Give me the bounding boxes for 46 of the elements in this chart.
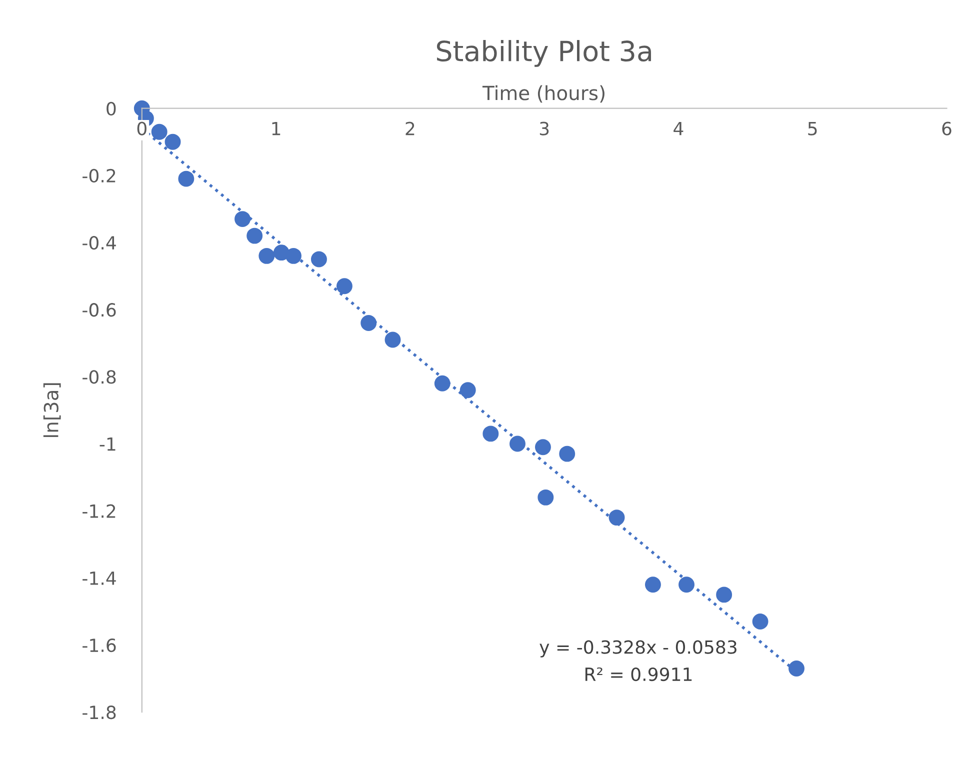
point bbox=[510, 436, 526, 452]
y-tick-label: -1.2 bbox=[82, 504, 116, 518]
point bbox=[246, 228, 263, 244]
point bbox=[164, 134, 181, 150]
point bbox=[788, 660, 804, 676]
point bbox=[384, 332, 401, 348]
point bbox=[151, 124, 168, 140]
point bbox=[752, 614, 768, 630]
y-axis-title: ln[3a] bbox=[43, 383, 61, 437]
y-tick-label: -0.4 bbox=[82, 236, 116, 250]
chart-title: Stability Plot 3a bbox=[436, 40, 651, 67]
y-tick-label: -0.2 bbox=[82, 168, 116, 183]
point bbox=[538, 489, 554, 506]
y-tick-label: -1.6 bbox=[82, 638, 116, 652]
y-tick-label: -0.6 bbox=[82, 303, 116, 317]
x-tick-label: 6 bbox=[942, 122, 952, 136]
x-tick-label: 5 bbox=[808, 122, 817, 136]
point bbox=[434, 375, 450, 392]
x-tick-label: 3 bbox=[540, 122, 549, 136]
x-tick-label: 1 bbox=[272, 122, 280, 136]
x-tick-label: 4 bbox=[674, 122, 684, 136]
point bbox=[644, 576, 661, 593]
point bbox=[716, 586, 732, 603]
point bbox=[460, 382, 476, 398]
annotation: R² = 0.9911 bbox=[585, 667, 692, 682]
point bbox=[678, 576, 694, 593]
point bbox=[310, 251, 327, 268]
x-tick-label: 2 bbox=[406, 122, 414, 136]
point bbox=[286, 248, 302, 264]
x-tick-label: 0 bbox=[137, 122, 146, 136]
point bbox=[608, 510, 625, 526]
x-axis-title: Time (hours) bbox=[482, 85, 604, 103]
point bbox=[336, 278, 352, 294]
point bbox=[234, 211, 250, 228]
point bbox=[258, 248, 275, 264]
annotation: y = -0.3328x - 0.0583 bbox=[540, 640, 736, 658]
y-tick-label: -1.8 bbox=[82, 706, 116, 720]
point bbox=[535, 439, 551, 456]
point bbox=[559, 446, 576, 462]
point bbox=[482, 426, 499, 442]
y-tick-label: -1 bbox=[100, 437, 116, 451]
point bbox=[360, 315, 377, 331]
point bbox=[178, 170, 194, 187]
y-tick-label: -1.4 bbox=[82, 572, 116, 585]
y-tick-label: -0.8 bbox=[82, 370, 116, 384]
y-tick-label: 0 bbox=[106, 102, 116, 116]
